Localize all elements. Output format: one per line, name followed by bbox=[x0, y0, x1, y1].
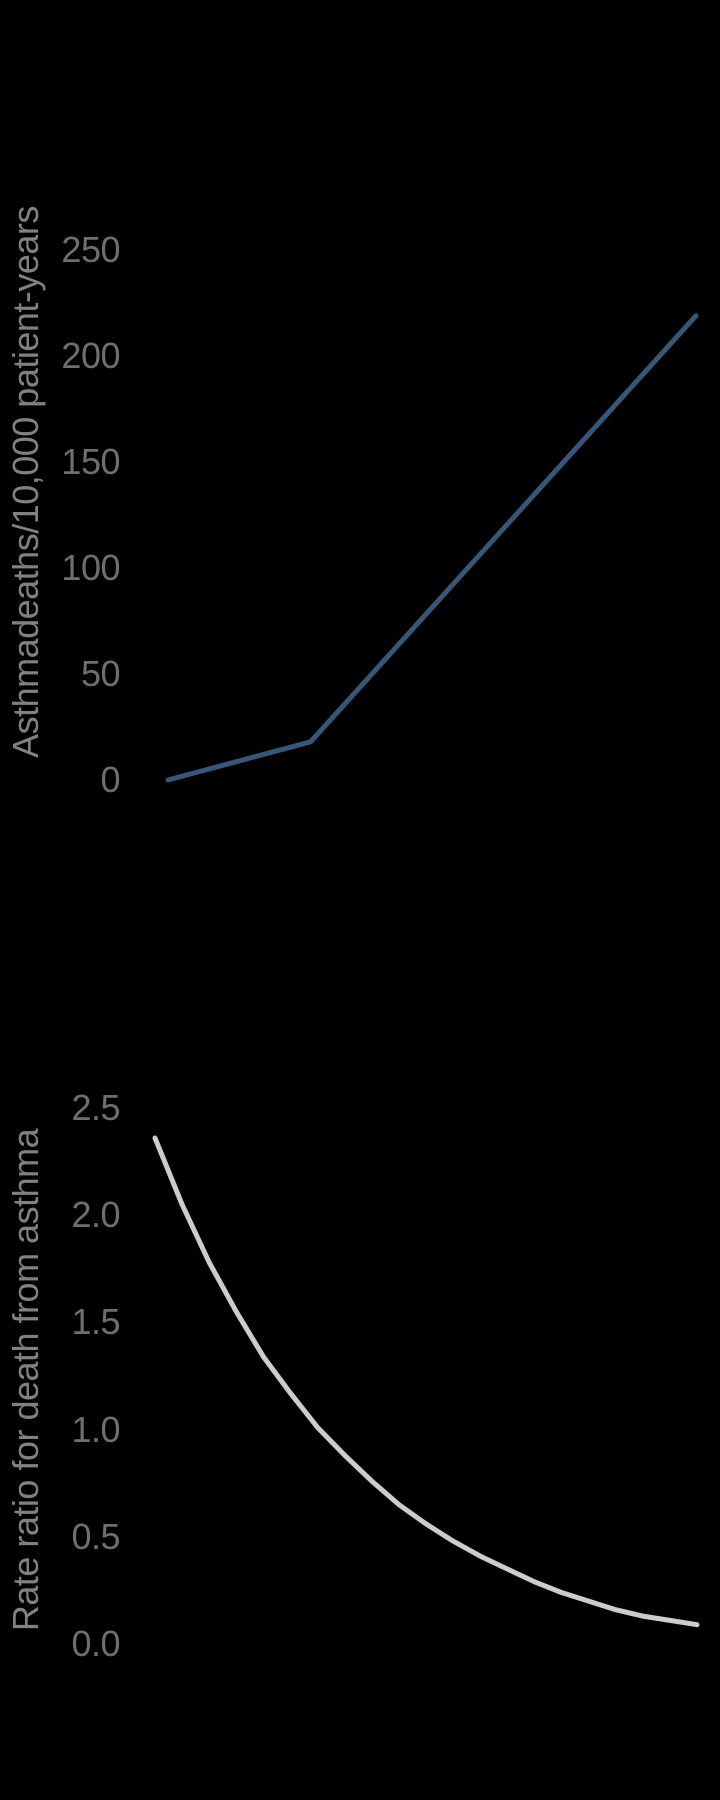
top-chart-ytick-label: 200 bbox=[61, 335, 120, 376]
top-chart-ytick-label: 0 bbox=[100, 759, 120, 800]
bottom-chart-y-axis-title: Rate ratio for death from asthma bbox=[5, 1128, 46, 1632]
top-chart-ytick-label: 150 bbox=[61, 441, 120, 482]
bottom-chart-ytick-label: 0.0 bbox=[71, 1623, 120, 1664]
bottom-chart-ytick-label: 2.5 bbox=[71, 1087, 120, 1128]
rate-ratio-line bbox=[152, 1135, 700, 1628]
bottom-chart-ytick-label: 0.5 bbox=[71, 1515, 120, 1557]
top-chart-ytick-label: 250 bbox=[61, 229, 120, 270]
bottom-chart-ytick-label: 1.5 bbox=[71, 1301, 120, 1343]
top-chart-ytick-label: 100 bbox=[61, 547, 120, 588]
bottom-chart-ytick-label: 1.0 bbox=[71, 1408, 120, 1450]
asthma-deaths-line bbox=[165, 313, 699, 783]
top-chart-y-axis-title: Asthmadeaths/10,000 patient-years bbox=[5, 206, 46, 758]
top-chart-ytick-label: 50 bbox=[80, 653, 121, 694]
bottom-chart-ytick-label: 2.0 bbox=[71, 1194, 120, 1236]
